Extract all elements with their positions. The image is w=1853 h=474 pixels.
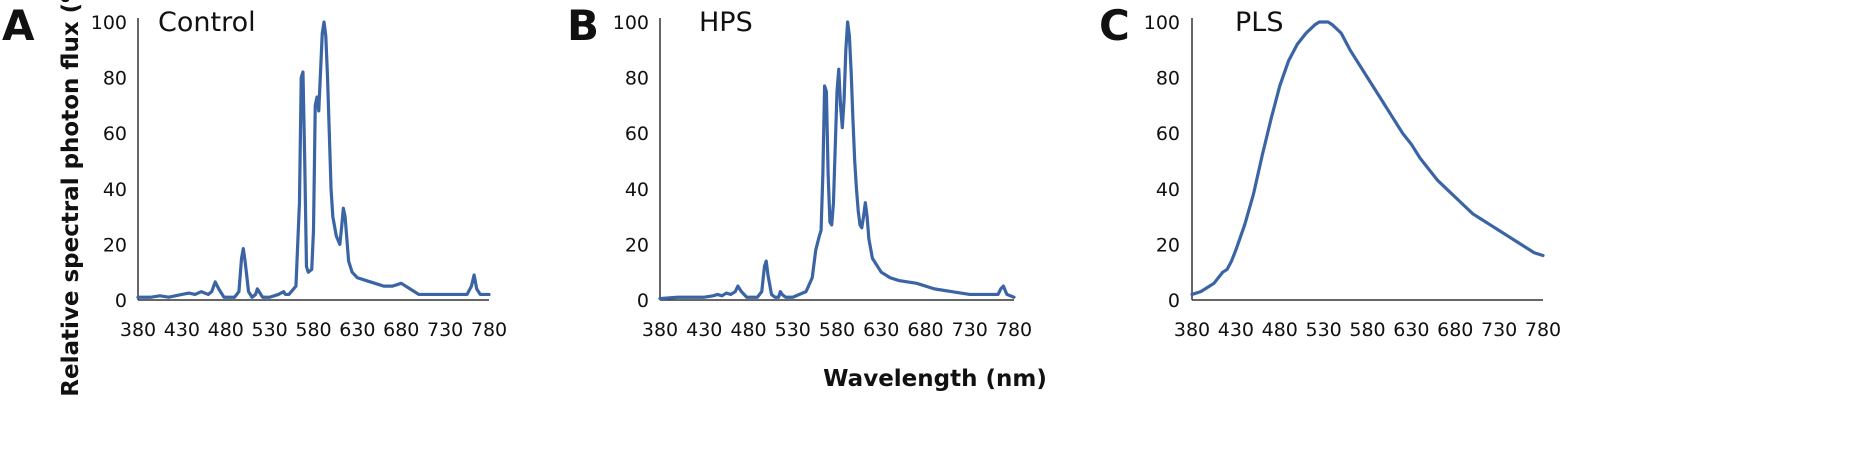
y-tick-label: 60 [625, 123, 649, 145]
x-tick-label: 780 [996, 319, 1032, 341]
y-tick-label: 0 [637, 290, 649, 312]
x-tick-label: 580 [295, 319, 331, 341]
x-axis-label: Wavelength (nm) [823, 366, 1047, 392]
x-tick-label: 580 [1349, 319, 1385, 341]
panel-title: HPS [699, 7, 753, 38]
x-tick-label: 380 [642, 319, 678, 341]
y-tick-label: 40 [625, 179, 649, 201]
panel-a: A Control 0 20 40 60 80 100 380 430 480 530 580 630 68… [2, 1, 507, 341]
y-axis-label: Relative spectral photon flux (%) [58, 0, 84, 397]
panel-title: Control [158, 7, 256, 38]
series-line-b [658, 20, 1016, 301]
x-tick-label: 480 [208, 319, 244, 341]
x-tick-label: 380 [120, 319, 156, 341]
x-tick-label: 580 [819, 319, 855, 341]
y-tick-label: 60 [1156, 123, 1180, 145]
panel-letter: B [567, 1, 599, 50]
y-tick-label: 80 [103, 68, 127, 90]
x-tick-label: 780 [471, 319, 507, 341]
x-tick-label: 480 [1262, 319, 1298, 341]
y-tick-label: 80 [1156, 68, 1180, 90]
y-tick-label: 20 [103, 234, 127, 256]
y-tick-label: 20 [1156, 234, 1180, 256]
y-tick-label: 60 [103, 123, 127, 145]
x-tick-label: 430 [1218, 319, 1254, 341]
x-tick-label: 530 [251, 319, 287, 341]
x-tick-label: 730 [1481, 319, 1517, 341]
panel-title: PLS [1235, 7, 1283, 38]
y-tick-label: 40 [1156, 179, 1180, 201]
x-tick-label: 380 [1174, 319, 1210, 341]
x-tick-label: 630 [1393, 319, 1429, 341]
x-tick-label: 730 [427, 319, 463, 341]
y-tick-label: 80 [625, 68, 649, 90]
y-tick-label: 100 [91, 12, 127, 34]
x-tick-label: 730 [952, 319, 988, 341]
y-tick-label: 40 [103, 179, 127, 201]
panel-c: C PLS 0 20 40 60 80 100 380 430 480 530 580 630 680 730… [1099, 1, 1561, 341]
y-tick-label: 0 [1168, 290, 1180, 312]
x-tick-label: 430 [686, 319, 722, 341]
x-tick-label: 530 [775, 319, 811, 341]
series-line-c [1190, 20, 1545, 297]
x-tick-label: 430 [164, 319, 200, 341]
x-tick-label: 680 [907, 319, 943, 341]
panel-letter: A [2, 1, 35, 50]
panel-letter: C [1099, 1, 1130, 50]
y-tick-label: 0 [115, 290, 127, 312]
x-tick-label: 480 [730, 319, 766, 341]
x-tick-label: 680 [1437, 319, 1473, 341]
panel-b: B HPS 0 20 40 60 80 100 380 430 480 530 580 630 680 730… [567, 1, 1032, 341]
x-tick-label: 780 [1525, 319, 1561, 341]
y-tick-label: 20 [625, 234, 649, 256]
series-line-a [136, 20, 491, 299]
x-tick-label: 530 [1305, 319, 1341, 341]
x-tick-label: 680 [383, 319, 419, 341]
y-tick-label: 100 [1144, 12, 1180, 34]
y-tick-label: 100 [613, 12, 649, 34]
x-tick-label: 630 [339, 319, 375, 341]
x-tick-label: 630 [863, 319, 899, 341]
panels: A Control 0 20 40 60 80 100 380 430 480 530 580 630 68… [2, 1, 1561, 341]
